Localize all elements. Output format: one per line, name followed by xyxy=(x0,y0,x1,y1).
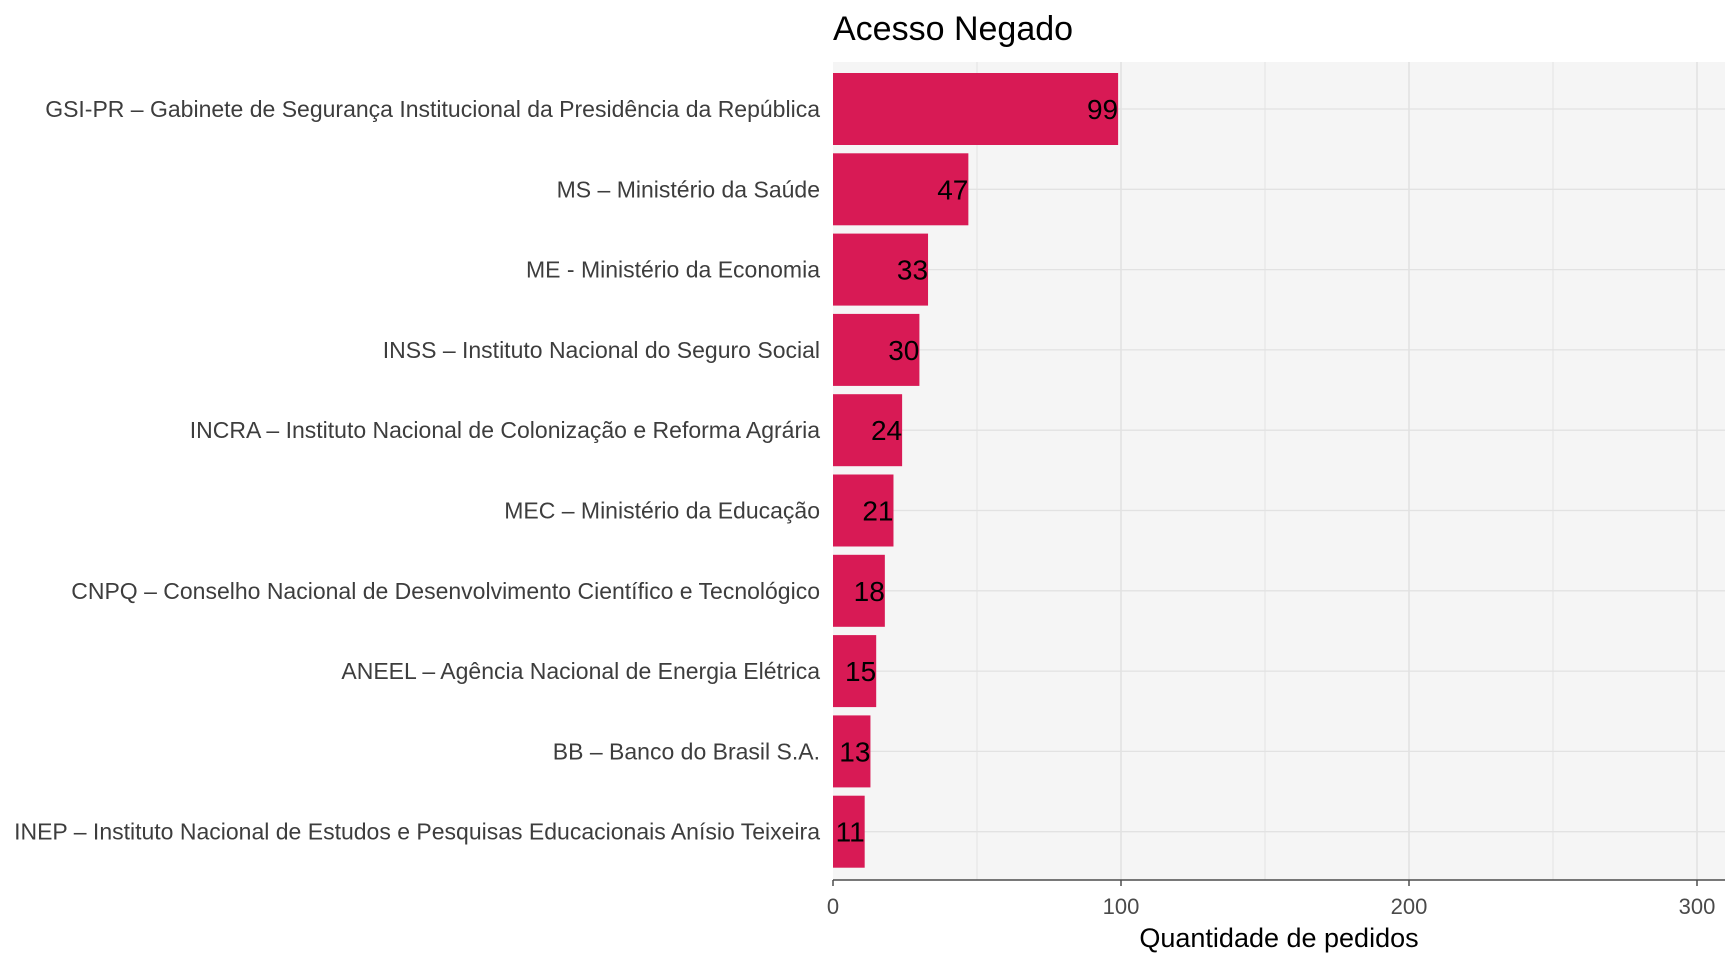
x-tick-label: 100 xyxy=(1103,894,1140,919)
data-labels: 99 47 33 30 24 21 18 15 13 11 xyxy=(836,94,1119,848)
data-label: 15 xyxy=(845,656,876,687)
data-label: 99 xyxy=(1087,94,1118,125)
bar xyxy=(833,153,969,226)
data-label: 18 xyxy=(854,576,885,607)
bar xyxy=(833,635,877,708)
bar xyxy=(833,554,885,627)
data-label: 30 xyxy=(888,335,919,366)
data-label: 47 xyxy=(937,174,968,205)
data-label: 24 xyxy=(871,415,902,446)
bar xyxy=(833,394,903,467)
bar xyxy=(833,313,920,386)
category-labels: GSI-PR – Gabinete de Segurança Instituci… xyxy=(14,96,820,845)
category-label: BB – Banco do Brasil S.A. xyxy=(553,738,820,764)
bars xyxy=(833,73,1119,868)
bar xyxy=(833,795,865,868)
plot-panel xyxy=(833,62,1725,880)
bar xyxy=(833,73,1119,145)
bar xyxy=(833,715,871,788)
data-label: 21 xyxy=(862,496,893,527)
data-label: 13 xyxy=(839,736,870,767)
bar xyxy=(833,474,894,547)
x-tick-label: 0 xyxy=(827,894,839,919)
x-axis-title: Quantidade de pedidos xyxy=(1139,923,1418,953)
category-label: GSI-PR – Gabinete de Segurança Instituci… xyxy=(45,96,820,122)
category-label: MS – Ministério da Saúde xyxy=(557,176,820,202)
category-label: INCRA – Instituto Nacional de Colonizaçã… xyxy=(190,417,820,443)
category-label: CNPQ – Conselho Nacional de Desenvolvime… xyxy=(71,578,820,604)
data-label: 11 xyxy=(836,817,865,848)
data-label: 33 xyxy=(897,255,928,286)
chart-title: Acesso Negado xyxy=(833,10,1073,48)
category-label: ANEEL – Agência Nacional de Energia Elét… xyxy=(341,658,820,684)
category-label: ME - Ministério da Economia xyxy=(526,257,820,283)
x-axis-ticks: 0 100 200 300 xyxy=(827,880,1715,919)
category-label: INSS – Instituto Nacional do Seguro Soci… xyxy=(383,337,820,363)
x-tick-label: 300 xyxy=(1679,894,1716,919)
bar xyxy=(833,233,929,306)
category-label: MEC – Ministério da Educação xyxy=(504,498,820,524)
x-tick-label: 200 xyxy=(1391,894,1428,919)
category-label: INEP – Instituto Nacional de Estudos e P… xyxy=(14,819,820,845)
gridlines xyxy=(833,62,1725,880)
